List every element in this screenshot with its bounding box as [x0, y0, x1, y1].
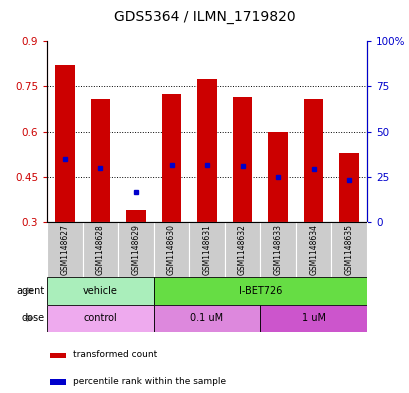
Bar — [50, 353, 66, 358]
Bar — [330, 222, 366, 277]
Bar — [118, 222, 153, 277]
Bar — [50, 379, 66, 385]
Text: dose: dose — [22, 313, 45, 323]
Text: transformed count: transformed count — [72, 350, 157, 359]
Text: GSM1148629: GSM1148629 — [131, 224, 140, 275]
Bar — [232, 97, 252, 222]
Bar — [126, 210, 146, 222]
Bar — [47, 277, 153, 305]
Text: GSM1148634: GSM1148634 — [308, 224, 317, 275]
Text: control: control — [83, 313, 117, 323]
Text: I-BET726: I-BET726 — [238, 286, 281, 296]
Text: percentile rank within the sample: percentile rank within the sample — [72, 376, 225, 386]
Bar — [83, 222, 118, 277]
Text: GSM1148627: GSM1148627 — [60, 224, 69, 275]
Bar — [161, 94, 181, 222]
Text: vehicle: vehicle — [83, 286, 118, 296]
Text: 1 uM: 1 uM — [301, 313, 325, 323]
Bar — [267, 132, 287, 222]
Text: GSM1148628: GSM1148628 — [96, 224, 105, 275]
Bar — [47, 222, 83, 277]
Bar — [224, 222, 260, 277]
Bar — [197, 79, 216, 222]
Text: GSM1148631: GSM1148631 — [202, 224, 211, 275]
Text: 0.1 uM: 0.1 uM — [190, 313, 223, 323]
Bar — [153, 277, 366, 305]
Bar — [55, 65, 74, 222]
Bar — [260, 222, 295, 277]
Text: agent: agent — [17, 286, 45, 296]
Text: GSM1148630: GSM1148630 — [166, 224, 175, 275]
Text: GSM1148632: GSM1148632 — [238, 224, 247, 275]
Bar — [260, 305, 366, 332]
Bar — [339, 153, 358, 222]
Bar — [47, 305, 153, 332]
Bar — [153, 305, 260, 332]
Text: GSM1148633: GSM1148633 — [273, 224, 282, 275]
Text: GDS5364 / ILMN_1719820: GDS5364 / ILMN_1719820 — [114, 10, 295, 24]
Bar — [90, 99, 110, 222]
Bar — [303, 99, 323, 222]
Bar — [295, 222, 330, 277]
Bar — [153, 222, 189, 277]
Bar — [189, 222, 224, 277]
Text: GSM1148635: GSM1148635 — [344, 224, 353, 275]
